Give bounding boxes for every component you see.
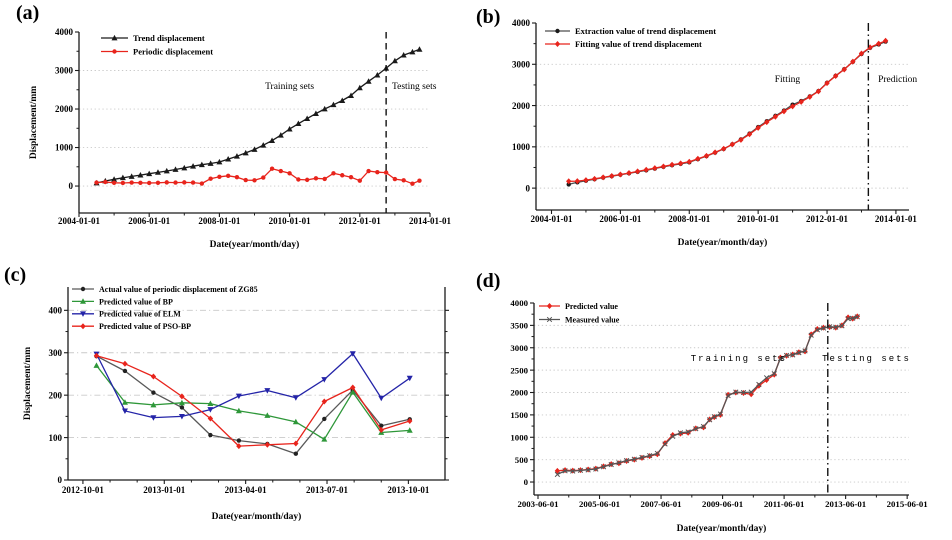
chart-c-model-comparison: 0 100 200 300 400 2012-10-01 2013-01-01 2013-04… (23, 285, 449, 522)
svg-text:2007-06-01: 2007-06-01 (641, 499, 682, 509)
svg-text:2012-10-01: 2012-10-01 (62, 485, 104, 495)
svg-text:Date(year/month/day): Date(year/month/day) (212, 511, 302, 522)
svg-text:Testing sets: Testing sets (822, 354, 911, 364)
chart-b-trend-fitting: 0 1000 2000 3000 4000 2004-01-01 2006-01-01 200… (512, 18, 917, 248)
svg-text:Actual value of periodic displ: Actual value of periodic displacement of… (99, 285, 258, 294)
svg-text:Measured value: Measured value (565, 315, 620, 324)
svg-text:3000: 3000 (512, 59, 531, 69)
svg-text:2010-01-01: 2010-01-01 (269, 216, 311, 226)
svg-text:2008-01-01: 2008-01-01 (668, 214, 710, 224)
panel-d: 0 500 1000 1500 2000 2500 3000 3500 4000 2003-06-… (466, 260, 952, 540)
panel-b: 0 1000 2000 3000 4000 2004-01-01 2006-01-01 200… (466, 0, 952, 260)
svg-text:Date(year/month/day): Date(year/month/day) (677, 523, 767, 534)
svg-text:Date(year/month/day): Date(year/month/day) (210, 239, 300, 250)
svg-text:100: 100 (49, 433, 63, 443)
svg-text:Trend displacement: Trend displacement (133, 33, 205, 43)
svg-text:Prediction: Prediction (878, 75, 917, 85)
svg-text:300: 300 (49, 348, 63, 358)
svg-text:2000: 2000 (512, 101, 531, 111)
svg-text:Predicted value of ELM: Predicted value of ELM (99, 310, 181, 319)
svg-text:2000: 2000 (55, 104, 74, 114)
svg-text:2013-10-01: 2013-10-01 (387, 485, 429, 495)
svg-text:Extraction value of trend disp: Extraction value of trend displacement (575, 26, 716, 36)
svg-text:Displacement/mm: Displacement/mm (29, 86, 39, 159)
chart-d-predicted-measured: 0 500 1000 1500 2000 2500 3000 3500 4000 2003-06-… (510, 298, 928, 534)
svg-text:2004-01-01: 2004-01-01 (530, 214, 572, 224)
svg-text:1500: 1500 (510, 410, 528, 420)
svg-text:4000: 4000 (510, 298, 528, 308)
svg-text:4000: 4000 (55, 27, 74, 37)
svg-text:1000: 1000 (510, 432, 528, 442)
svg-text:2006-01-01: 2006-01-01 (128, 216, 170, 226)
svg-text:2006-01-01: 2006-01-01 (599, 214, 641, 224)
svg-text:1000: 1000 (55, 143, 74, 153)
panel-c-label: (c) (4, 264, 27, 286)
svg-text:2012-01-01: 2012-01-01 (339, 216, 381, 226)
panel-d-label: (d) (476, 270, 501, 292)
svg-text:3000: 3000 (510, 343, 528, 353)
chart-a-trend-periodic: 0 1000 2000 3000 4000 2004-01-01 2006-01-01 200… (29, 27, 451, 250)
panel-a-label: (a) (16, 2, 40, 24)
svg-text:Training sets: Training sets (265, 82, 314, 92)
svg-text:2015-06-01: 2015-06-01 (887, 499, 928, 509)
svg-text:2014-01-01: 2014-01-01 (875, 214, 917, 224)
svg-text:Predicted value of PSO-BP: Predicted value of PSO-BP (99, 322, 191, 331)
svg-text:Fitting: Fitting (775, 75, 801, 85)
svg-text:2013-06-01: 2013-06-01 (825, 499, 866, 509)
svg-text:2014-01-01: 2014-01-01 (409, 216, 451, 226)
svg-text:2011-06-01: 2011-06-01 (764, 499, 805, 509)
svg-text:Fitting value of trend displac: Fitting value of trend displacement (575, 39, 702, 49)
panel-c: 0 100 200 300 400 2012-10-01 2013-01-01 2013-04… (0, 260, 476, 540)
svg-text:2003-06-01: 2003-06-01 (517, 499, 558, 509)
svg-text:Periodic displacement: Periodic displacement (133, 46, 213, 56)
svg-text:0: 0 (58, 475, 63, 485)
svg-text:400: 400 (49, 306, 63, 316)
svg-text:Date(year/month/day): Date(year/month/day) (678, 237, 768, 248)
svg-text:3500: 3500 (510, 321, 528, 331)
panel-b-label: (b) (476, 6, 501, 28)
svg-text:2010-01-01: 2010-01-01 (737, 214, 779, 224)
svg-text:2004-01-01: 2004-01-01 (58, 216, 100, 226)
svg-text:Testing sets: Testing sets (392, 82, 437, 92)
svg-text:1000: 1000 (512, 142, 531, 152)
svg-text:200: 200 (49, 390, 63, 400)
svg-text:2000: 2000 (510, 388, 528, 398)
svg-text:2500: 2500 (510, 365, 528, 375)
svg-text:2013-01-01: 2013-01-01 (143, 485, 185, 495)
svg-text:Training sets: Training sets (691, 354, 787, 364)
panel-a: 0 1000 2000 3000 4000 2004-01-01 2006-01-01 200… (0, 0, 466, 260)
svg-text:Predicted value of BP: Predicted value of BP (99, 297, 173, 306)
svg-text:3000: 3000 (55, 66, 74, 76)
svg-text:2005-06-01: 2005-06-01 (579, 499, 620, 509)
svg-text:2009-06-01: 2009-06-01 (702, 499, 743, 509)
svg-text:2012-01-01: 2012-01-01 (806, 214, 848, 224)
svg-text:Predicted value: Predicted value (565, 302, 618, 311)
svg-text:Displacement/mm: Displacement/mm (23, 347, 33, 420)
svg-text:0: 0 (69, 181, 74, 191)
svg-text:4000: 4000 (512, 18, 531, 28)
svg-text:2008-01-01: 2008-01-01 (198, 216, 240, 226)
svg-text:500: 500 (515, 455, 529, 465)
svg-text:2013-04-01: 2013-04-01 (225, 485, 267, 495)
svg-text:0: 0 (526, 183, 531, 193)
svg-text:0: 0 (524, 477, 529, 487)
svg-text:2013-07-01: 2013-07-01 (306, 485, 348, 495)
